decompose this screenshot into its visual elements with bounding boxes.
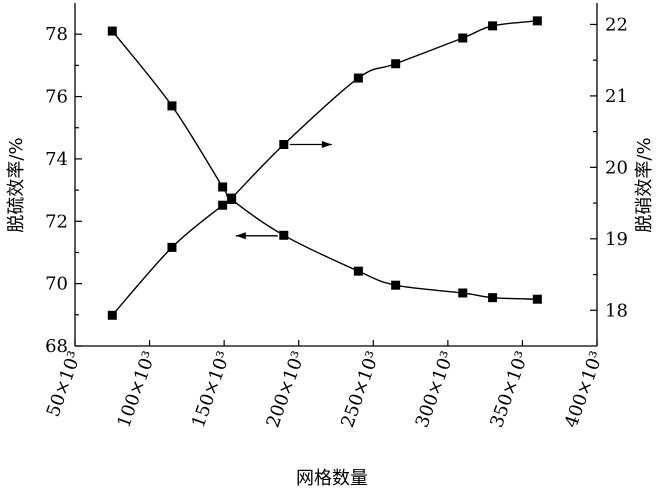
x-tick-label: 100×10³ — [113, 349, 160, 431]
series-line-left — [111, 30, 538, 300]
x-tick-label: 50×10³ — [43, 349, 86, 420]
y-left-tick-label: 70 — [45, 274, 68, 295]
data-point — [218, 200, 228, 210]
y-right-tick-label: 18 — [605, 300, 628, 321]
data-point — [227, 193, 237, 203]
x-tick-label: 150×10³ — [188, 349, 235, 431]
data-point — [218, 182, 228, 192]
data-point — [532, 16, 542, 26]
data-point — [391, 280, 401, 290]
y-right-tick-label: 20 — [605, 157, 628, 178]
plot-area — [107, 16, 542, 320]
y-axis-left-title: 脱硫效率/% — [6, 137, 27, 232]
y-right-tick-label: 19 — [605, 229, 628, 250]
data-point — [488, 21, 498, 31]
data-point — [107, 26, 117, 36]
y-left-tick-label: 78 — [45, 24, 68, 45]
x-tick-label: 200×10³ — [262, 349, 309, 431]
y-axis-right-title: 脱硝效率/% — [634, 137, 655, 232]
data-point — [279, 139, 289, 149]
y-left-tick-label: 72 — [45, 211, 68, 232]
y-left-tick-label: 76 — [45, 87, 68, 108]
data-point — [458, 288, 468, 298]
data-point — [107, 310, 117, 320]
y-right-tick-label: 21 — [605, 86, 628, 107]
arrow-left-axis-head — [235, 232, 246, 240]
x-axis-title: 网格数量 — [296, 468, 368, 489]
data-point — [167, 242, 177, 252]
y-right-tick-label: 22 — [605, 14, 628, 35]
data-point — [353, 266, 363, 276]
axes: 50×10³ 100×10³ 150×10³ 200×10³ 250×10³ 300×10… — [43, 3, 628, 430]
y-left-tick-label: 68 — [45, 336, 68, 357]
y-left-tick-label: 74 — [45, 149, 68, 170]
x-tick-label: 300×10³ — [412, 349, 459, 431]
data-point — [391, 59, 401, 69]
x-tick-label: 250×10³ — [337, 349, 384, 431]
data-point — [458, 33, 468, 43]
data-point — [279, 230, 289, 240]
x-tick-label: 400×10³ — [561, 349, 608, 431]
data-point — [167, 101, 177, 111]
data-point — [488, 293, 498, 303]
x-tick-label: 350×10³ — [486, 349, 533, 431]
data-point — [353, 73, 363, 83]
data-point — [532, 294, 542, 304]
arrow-right-axis-head — [321, 140, 332, 148]
series-line-right — [111, 20, 538, 316]
